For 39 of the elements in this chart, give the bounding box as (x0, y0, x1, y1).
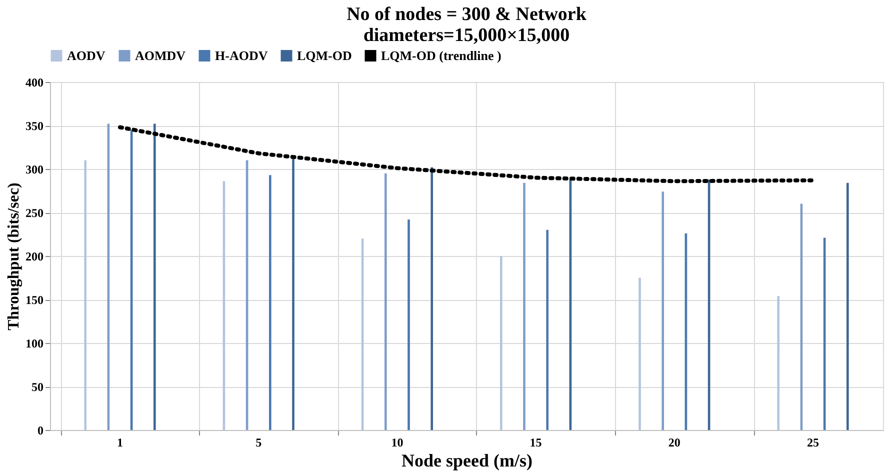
legend-label: LQM-OD (297, 48, 352, 63)
bar (153, 124, 156, 430)
legend-label: H-AODV (215, 48, 268, 63)
y-tick-label: 100 (26, 336, 44, 350)
legend-label: AODV (67, 48, 106, 63)
bar (546, 230, 549, 430)
y-axis-title: Throughput (bits/sec) (6, 182, 22, 330)
x-tick-label: 25 (807, 436, 820, 450)
x-tick-label: 10 (391, 436, 404, 450)
bar (292, 158, 294, 430)
text: diameters=15,000×15,000 (363, 25, 570, 46)
legend-label: AOMDV (135, 48, 186, 63)
y-tick-label: 50 (32, 380, 44, 394)
y-tick-label: 250 (26, 206, 44, 220)
y-tick-label: 300 (26, 162, 44, 176)
bar (408, 219, 410, 430)
bar (777, 296, 780, 430)
y-tick-label: 150 (26, 293, 44, 307)
bar (638, 278, 641, 430)
bar (268, 175, 272, 430)
x-tick-label: 15 (530, 436, 542, 450)
x-tick-label: 5 (256, 436, 262, 450)
text: No of nodes = 300 & Network (346, 4, 586, 25)
bar (846, 182, 849, 430)
y-tick-label: 400 (26, 76, 44, 90)
x-tick-label: 1 (116, 436, 123, 450)
bar (430, 167, 434, 430)
legend-label: LQM-OD (trendline ) (381, 48, 502, 63)
y-tick-label: 0 (38, 424, 44, 438)
bar (84, 160, 86, 430)
bar (662, 192, 664, 430)
bar (523, 182, 526, 430)
bar (500, 256, 502, 430)
y-tick-label: 350 (26, 119, 44, 133)
bar (384, 173, 387, 430)
x-axis-title: Node speed (m/s) (402, 450, 532, 470)
y-tick-label: 200 (26, 250, 44, 264)
line-series (118, 125, 816, 184)
x-tick-label: 20 (668, 436, 680, 450)
